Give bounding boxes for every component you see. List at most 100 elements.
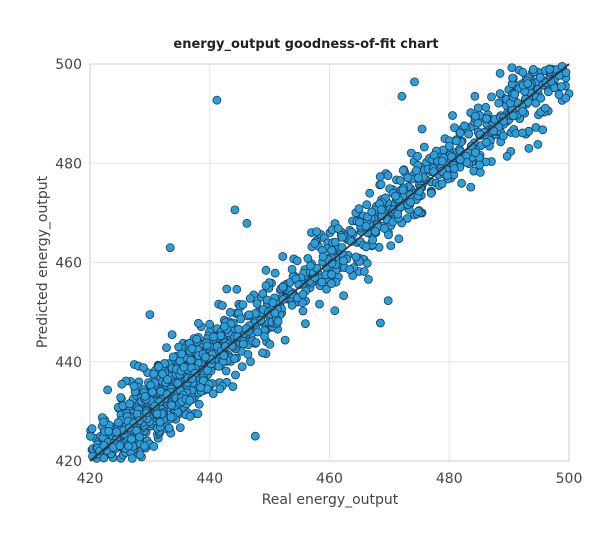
data-point (125, 399, 135, 409)
x-tick-label: 480 (436, 471, 463, 487)
data-point (250, 431, 260, 441)
data-point (253, 327, 263, 337)
x-tick-label: 440 (196, 471, 223, 487)
data-point (518, 67, 528, 77)
data-point (507, 63, 517, 72)
data-point (238, 339, 248, 349)
data-point (305, 261, 315, 271)
data-point (145, 310, 155, 320)
data-point (242, 218, 252, 228)
data-point (193, 409, 203, 419)
data-point (129, 381, 139, 391)
data-point (397, 91, 407, 101)
data-point (194, 399, 204, 409)
data-point (398, 185, 408, 195)
y-tick-label: 420 (55, 454, 82, 470)
data-point (187, 344, 197, 354)
data-point (417, 124, 427, 134)
data-point (273, 316, 283, 326)
data-point (368, 235, 378, 245)
data-point (509, 111, 518, 121)
data-point (413, 173, 423, 183)
data-point (376, 179, 386, 189)
data-point (209, 332, 219, 342)
data-point (152, 409, 162, 419)
data-point (327, 245, 337, 255)
data-point (318, 252, 328, 262)
data-point (536, 93, 546, 103)
data-point (127, 453, 137, 463)
data-point (251, 338, 261, 347)
data-point (411, 166, 421, 176)
data-point (498, 131, 508, 141)
data-point (337, 232, 347, 242)
data-point (413, 151, 423, 161)
data-point (481, 102, 491, 112)
data-point (315, 299, 324, 309)
data-point (268, 298, 278, 308)
data-point (426, 188, 436, 198)
data-point (367, 207, 377, 217)
data-point (104, 426, 113, 436)
data-point (258, 348, 267, 358)
data-point (261, 265, 271, 275)
data-point (347, 227, 357, 237)
data-point (545, 64, 554, 74)
data-point (222, 284, 232, 294)
data-point (518, 107, 528, 116)
data-point (140, 391, 150, 401)
data-point (448, 111, 457, 120)
data-point (112, 427, 121, 437)
data-point (510, 89, 520, 99)
data-point (391, 191, 400, 201)
data-point (87, 424, 97, 434)
data-point (413, 206, 423, 216)
data-point (162, 343, 171, 353)
data-point (215, 384, 225, 394)
data-point (103, 385, 112, 395)
data-point (451, 136, 461, 146)
data-point (116, 393, 126, 402)
data-point (375, 318, 385, 328)
data-point (383, 296, 393, 306)
data-point (237, 362, 247, 372)
data-point (379, 223, 389, 233)
data-point (339, 291, 349, 301)
data-point (351, 252, 361, 262)
x-tick-label: 500 (556, 471, 583, 487)
data-point (258, 289, 268, 299)
data-point (429, 150, 439, 160)
data-point (212, 95, 222, 105)
data-point (185, 411, 195, 421)
data-point (394, 234, 404, 244)
data-point (494, 98, 504, 108)
data-point (280, 335, 290, 345)
data-point (419, 142, 429, 152)
data-point (317, 277, 327, 287)
data-point (261, 281, 271, 291)
data-point (298, 306, 308, 316)
data-point (481, 137, 491, 147)
data-point (117, 379, 127, 389)
data-point (538, 125, 548, 135)
data-point (523, 79, 532, 88)
data-point (482, 114, 491, 124)
data-point (327, 270, 337, 280)
data-point (338, 256, 348, 266)
data-point (225, 307, 235, 317)
y-tick-label: 500 (55, 57, 82, 73)
data-point (362, 200, 372, 210)
data-point (278, 252, 288, 261)
chart-title: energy_output goodness-of-fit chart (173, 37, 438, 52)
data-point (518, 128, 527, 138)
data-point (205, 319, 215, 329)
data-point (113, 417, 123, 427)
data-point (455, 128, 465, 138)
data-point (196, 383, 205, 393)
data-point (164, 423, 174, 433)
data-point (449, 164, 459, 173)
data-point (326, 279, 336, 289)
data-point (245, 294, 255, 303)
data-point (557, 82, 566, 91)
data-point (244, 310, 254, 320)
